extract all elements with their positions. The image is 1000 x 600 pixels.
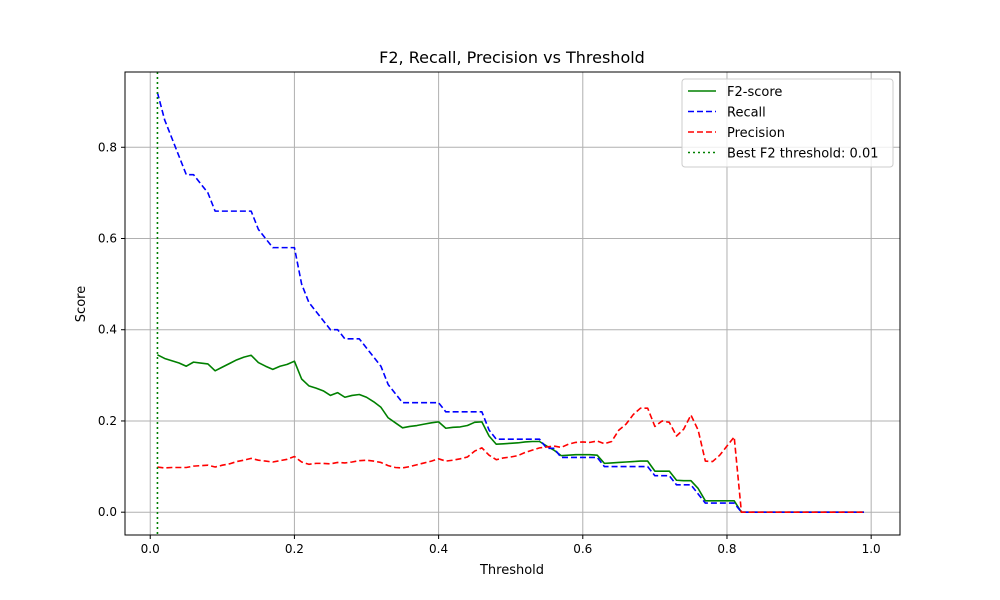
legend: F2-score Recall Precision Best F2 threshold… <box>681 78 894 168</box>
legend-label: F2-score <box>727 85 782 100</box>
recall-series-line <box>156 92 864 513</box>
y-tick-label: 0.0 <box>98 505 117 519</box>
x-tick-label: 0.0 <box>141 542 160 556</box>
y-axis-ticks: 0.0 0.2 0.4 0.6 0.8 <box>98 140 125 519</box>
chart-title: F2, Recall, Precision vs Threshold <box>379 48 645 67</box>
y-tick-label: 0.2 <box>98 414 117 428</box>
x-tick-label: 0.2 <box>285 542 304 556</box>
x-tick-label: 0.4 <box>429 542 448 556</box>
x-tick-label: 1.0 <box>862 542 881 556</box>
y-tick-label: 0.6 <box>98 231 117 245</box>
y-tick-label: 0.8 <box>98 140 117 154</box>
x-axis-label: Threshold <box>479 563 544 578</box>
legend-label: Precision <box>727 126 785 141</box>
x-tick-label: 0.6 <box>573 542 592 556</box>
x-tick-label: 0.8 <box>717 542 736 556</box>
precision-series-line <box>157 407 864 513</box>
legend-box <box>681 78 894 168</box>
x-axis-ticks: 0.0 0.2 0.4 0.6 0.8 1.0 <box>141 535 881 556</box>
plot-area <box>156 72 864 535</box>
legend-label: Best F2 threshold: 0.01 <box>727 147 878 162</box>
legend-label: Recall <box>727 106 766 121</box>
plot-frame <box>124 71 901 536</box>
y-axis-label: Score <box>74 286 89 322</box>
y-tick-label: 0.4 <box>98 323 117 337</box>
